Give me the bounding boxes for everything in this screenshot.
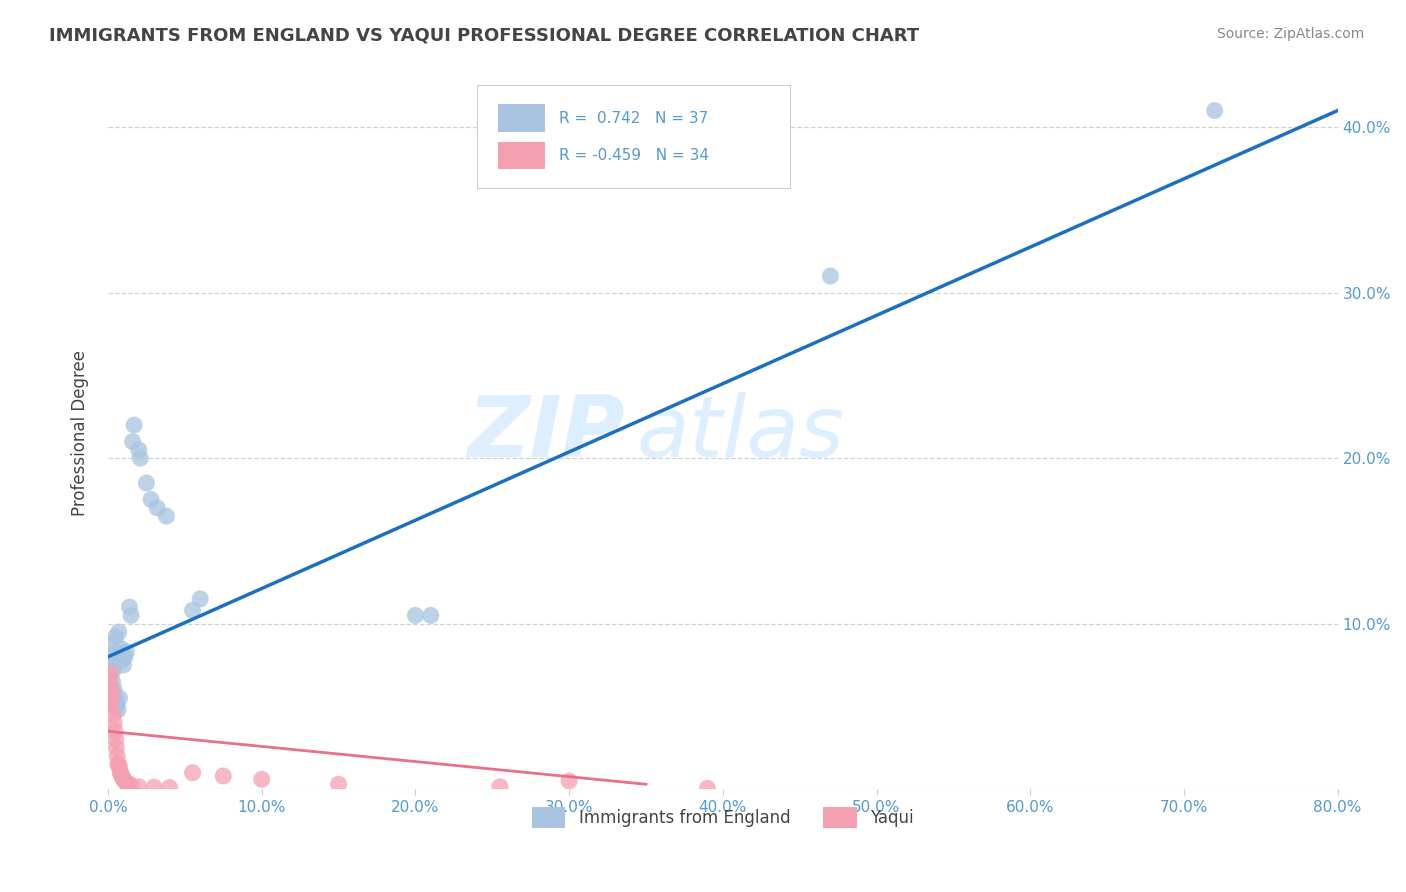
Point (122, 418, 145, 433)
Point (696, 781, 718, 796)
Text: ZIP: ZIP (467, 392, 624, 475)
Point (104, 732, 127, 747)
Point (114, 773, 136, 788)
Point (108, 761, 131, 775)
Bar (498, 142, 544, 169)
Point (112, 658, 135, 673)
Point (110, 649, 132, 664)
Point (100, 666, 122, 681)
Point (404, 608, 426, 623)
Point (114, 649, 136, 664)
Point (108, 691, 131, 706)
Point (250, 772, 273, 787)
Point (118, 777, 141, 791)
Legend: Immigrants from England, Yaqui: Immigrants from England, Yaqui (526, 801, 921, 834)
Point (98, 699, 121, 714)
Point (112, 772, 135, 787)
Y-axis label: Professional Degree: Professional Degree (72, 351, 89, 516)
Point (107, 624, 129, 639)
Point (101, 682, 124, 697)
Point (98, 636, 121, 650)
Point (103, 682, 125, 697)
Point (155, 509, 177, 524)
Point (489, 780, 512, 794)
Point (558, 773, 581, 788)
Point (110, 641, 132, 656)
Point (328, 777, 350, 791)
Point (115, 645, 138, 659)
Text: R =  0.742   N = 37: R = 0.742 N = 37 (560, 111, 709, 126)
Point (118, 600, 141, 615)
Point (820, 269, 842, 284)
Point (104, 630, 127, 644)
Point (98, 647, 121, 661)
Point (117, 777, 139, 791)
Text: atlas: atlas (637, 392, 845, 475)
Point (143, 780, 166, 795)
Point (101, 691, 124, 706)
Point (105, 740, 128, 755)
Text: R = -0.459   N = 34: R = -0.459 N = 34 (560, 148, 709, 163)
Point (101, 674, 124, 689)
Point (181, 603, 204, 617)
Point (111, 771, 134, 785)
Point (419, 608, 441, 623)
Point (103, 716, 125, 731)
Point (115, 775, 138, 789)
Point (107, 703, 129, 717)
Point (159, 780, 181, 795)
Bar (498, 104, 544, 131)
Point (128, 442, 150, 457)
Point (105, 696, 128, 710)
Point (120, 608, 142, 623)
Point (111, 769, 134, 783)
Point (212, 769, 235, 783)
Point (105, 699, 128, 714)
Point (100, 658, 122, 673)
Point (188, 591, 211, 606)
Point (103, 707, 125, 722)
Point (98, 674, 121, 689)
Point (104, 691, 127, 706)
Text: Source: ZipAtlas.com: Source: ZipAtlas.com (1216, 27, 1364, 41)
Point (129, 451, 152, 466)
Text: IMMIGRANTS FROM ENGLAND VS YAQUI PROFESSIONAL DEGREE CORRELATION CHART: IMMIGRANTS FROM ENGLAND VS YAQUI PROFESS… (49, 27, 920, 45)
Point (146, 500, 169, 515)
Point (111, 647, 134, 661)
Point (107, 757, 129, 772)
Point (120, 779, 142, 793)
Point (135, 475, 157, 490)
Point (139, 492, 162, 507)
Point (110, 765, 132, 780)
Point (128, 780, 150, 794)
Point (111, 653, 134, 667)
Point (101, 653, 124, 667)
Point (181, 765, 204, 780)
Point (110, 767, 132, 781)
Point (107, 757, 129, 772)
Point (1204, 103, 1226, 118)
FancyBboxPatch shape (477, 85, 790, 187)
Point (104, 724, 127, 739)
Point (103, 663, 125, 677)
Point (105, 749, 128, 764)
Point (121, 434, 143, 449)
